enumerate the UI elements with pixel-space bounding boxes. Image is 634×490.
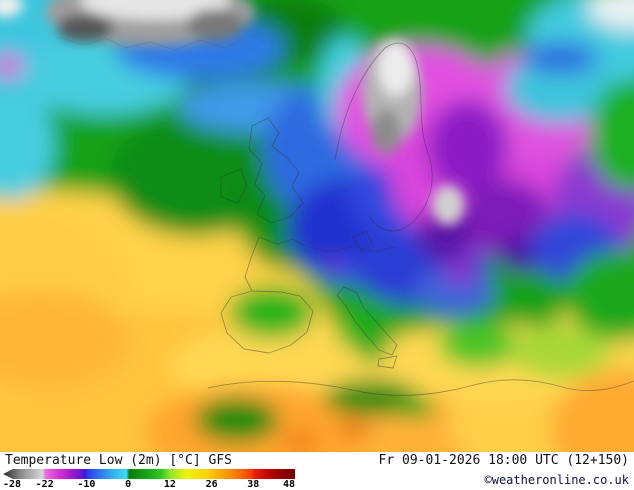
temperature-field xyxy=(0,0,634,452)
legend-ticks: -28 -22 -10 0 12 26 38 48 xyxy=(3,479,295,490)
coastline-layer xyxy=(59,37,634,396)
legend-tick: -22 xyxy=(35,479,54,490)
glacier-layer xyxy=(0,0,464,225)
copyright-text: ©weatheronline.co.uk xyxy=(484,473,630,487)
map-title: Temperature Low (2m) [°C] GFS xyxy=(5,453,232,468)
map-area xyxy=(0,0,634,452)
legend-tick: -10 xyxy=(77,479,96,490)
legend-tick: 26 xyxy=(205,479,218,490)
legend-tick: -28 xyxy=(3,479,22,490)
legend-tick: 38 xyxy=(247,479,260,490)
temperature-map-svg xyxy=(0,0,634,452)
forecast-datetime: Fr 09-01-2026 18:00 UTC (12+150) xyxy=(378,453,629,468)
footer-bar: Temperature Low (2m) [°C] GFS Fr 09-01-2… xyxy=(0,452,634,490)
legend-tick: 12 xyxy=(163,479,176,490)
legend-tick: 0 xyxy=(125,479,132,490)
legend-tick: 48 xyxy=(282,479,295,490)
legend-gradient xyxy=(3,469,295,479)
